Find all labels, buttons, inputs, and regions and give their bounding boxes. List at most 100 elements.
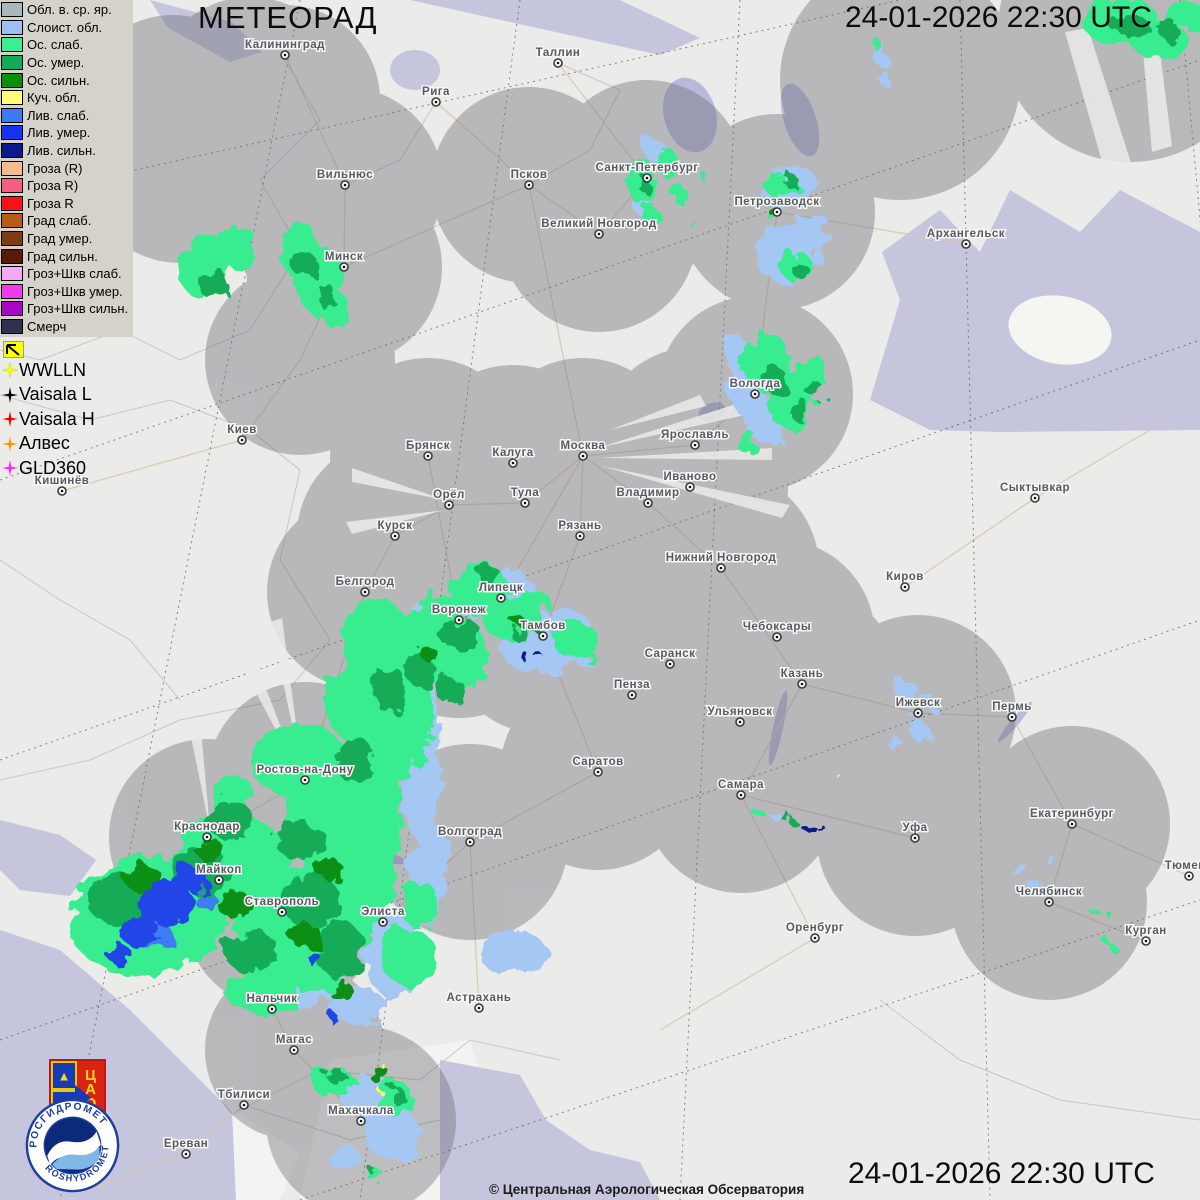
city-marker-dot (343, 183, 347, 187)
legend-swatch (1, 107, 23, 123)
city-label: Брянск (406, 440, 450, 452)
legend-label: Град умер. (27, 231, 93, 247)
precip-blob-st (794, 212, 830, 240)
city-label: Екатеринбург (1030, 808, 1114, 820)
precip-blob-g2 (316, 282, 334, 308)
city-56: Ереван (162, 1137, 209, 1159)
legend-row: Гроза (R) (1, 159, 133, 177)
city-4: Псков (509, 168, 548, 190)
city-marker-dot (283, 53, 287, 57)
legend-label: Гроз+Шкв сильн. (27, 301, 129, 317)
precip-blob-g2 (389, 1089, 407, 1103)
legend-row: Ос. умер. (1, 54, 133, 72)
precip-blob-g1 (217, 222, 255, 270)
city-label: Калуга (492, 447, 533, 459)
radar-beam-wedge (346, 510, 445, 534)
city-marker-dot (753, 392, 757, 396)
lightning-label: Vaisala L (19, 384, 92, 405)
precip-blob-g3 (421, 648, 439, 662)
precip-blob-g2 (369, 1169, 377, 1175)
city-marker-dot (1187, 874, 1191, 878)
city-label: Нижний Новгород (666, 552, 777, 564)
city-label: Калининград (245, 39, 325, 51)
city-label: Пермь (992, 701, 1032, 713)
graticule-line (0, 0, 901, 201)
city-label: Вильнюс (317, 169, 373, 181)
city-marker-dot (447, 503, 451, 507)
legend-swatch (1, 283, 23, 299)
legend-label: Лив. умер. (27, 125, 91, 141)
admin-border (0, 394, 331, 781)
city-label: Элиста (361, 906, 405, 918)
legend-row: Слоист. обл. (1, 19, 133, 37)
legend-row: Лив. умер. (1, 124, 133, 142)
legend-label: Куч. обл. (27, 90, 81, 106)
legend-label: Гроз+Шкв слаб. (27, 266, 122, 282)
city-label: Архангельск (927, 228, 1005, 240)
city-7: Великий Новгород (540, 217, 658, 239)
city-53: Магас (274, 1033, 313, 1055)
precip-blob-g3 (196, 839, 224, 861)
city-51: Нальчик (245, 992, 299, 1014)
city-23: Курск (376, 519, 413, 541)
precipitation-layer (68, 0, 1200, 1181)
precip-blob-st (1047, 858, 1057, 866)
precip-blob-st (328, 1145, 360, 1171)
timestamp-top: 24-01-2026 22:30 UTC (845, 1, 1152, 34)
legend-row: Ос. сильн. (1, 71, 133, 89)
city-marker-dot (581, 454, 585, 458)
city-10: Вологда (728, 377, 781, 399)
city-marker-dot (739, 793, 743, 797)
city-label: Киров (886, 571, 924, 583)
lightning-row: Алвес (2, 432, 95, 457)
legend-swatch (1, 178, 23, 194)
water-body (0, 820, 96, 896)
lightning-row: Vaisala L (2, 383, 95, 408)
legend-swatch (1, 72, 23, 88)
city-label: Махачкала (328, 1105, 394, 1117)
legend-row: Смерч (1, 318, 133, 336)
city-8: Архангельск (925, 227, 1006, 249)
precip-blob-g1 (383, 926, 417, 954)
city-label: Уфа (902, 822, 927, 834)
lightning-label: Vaisala H (19, 408, 95, 429)
precip-blob-st (889, 738, 903, 752)
city-marker-dot (205, 835, 209, 839)
precip-blob-g3 (218, 891, 252, 919)
precip-blob-b3 (796, 820, 814, 828)
legend-swatch (1, 55, 23, 71)
radar-beam-wedge (1065, 28, 1132, 172)
water-body (440, 1060, 660, 1200)
precip-blob-g1 (552, 624, 600, 658)
precip-blob-g2 (479, 566, 501, 584)
admin-border (235, 1039, 561, 1113)
city-29: Тамбов (519, 619, 567, 641)
legend-row: Гроза R (1, 195, 133, 213)
precip-blob-g2 (201, 268, 229, 302)
city-label: Владимир (617, 487, 680, 499)
precip-blob-g2 (336, 736, 374, 784)
city-marker-dot (645, 176, 649, 180)
legend-label: Ос. умер. (27, 55, 85, 71)
legend-row: Лив. слаб. (1, 107, 133, 125)
legend-row: Гроз+Шкв слаб. (1, 265, 133, 283)
legend-panel: Обл. в. ср. яр. Слоист. обл. Ос. слаб. Ос. … (0, 0, 133, 338)
city-label: Рязань (558, 520, 601, 532)
city-37: Ростов-на-Дону (255, 763, 355, 785)
city-40: Екатеринбург (1029, 807, 1115, 829)
precip-blob-g1 (1104, 940, 1112, 946)
wave-icon (47, 1131, 101, 1165)
legend-row: Град умер. (1, 230, 133, 248)
city-18: Кишинёв (33, 474, 90, 496)
water-body (780, 83, 820, 157)
city-marker-dot (242, 1103, 246, 1107)
precip-blob-st (430, 833, 450, 877)
legend-label: Град слаб. (27, 213, 92, 229)
legend-swatch (1, 2, 23, 18)
graticule-line (679, 0, 741, 1200)
radar-beam-wedge (602, 466, 790, 518)
city-marker-dot (457, 618, 461, 622)
city-marker-dot (578, 534, 582, 538)
precip-blob-g2 (782, 174, 798, 186)
city-35: Пенза (612, 678, 651, 700)
